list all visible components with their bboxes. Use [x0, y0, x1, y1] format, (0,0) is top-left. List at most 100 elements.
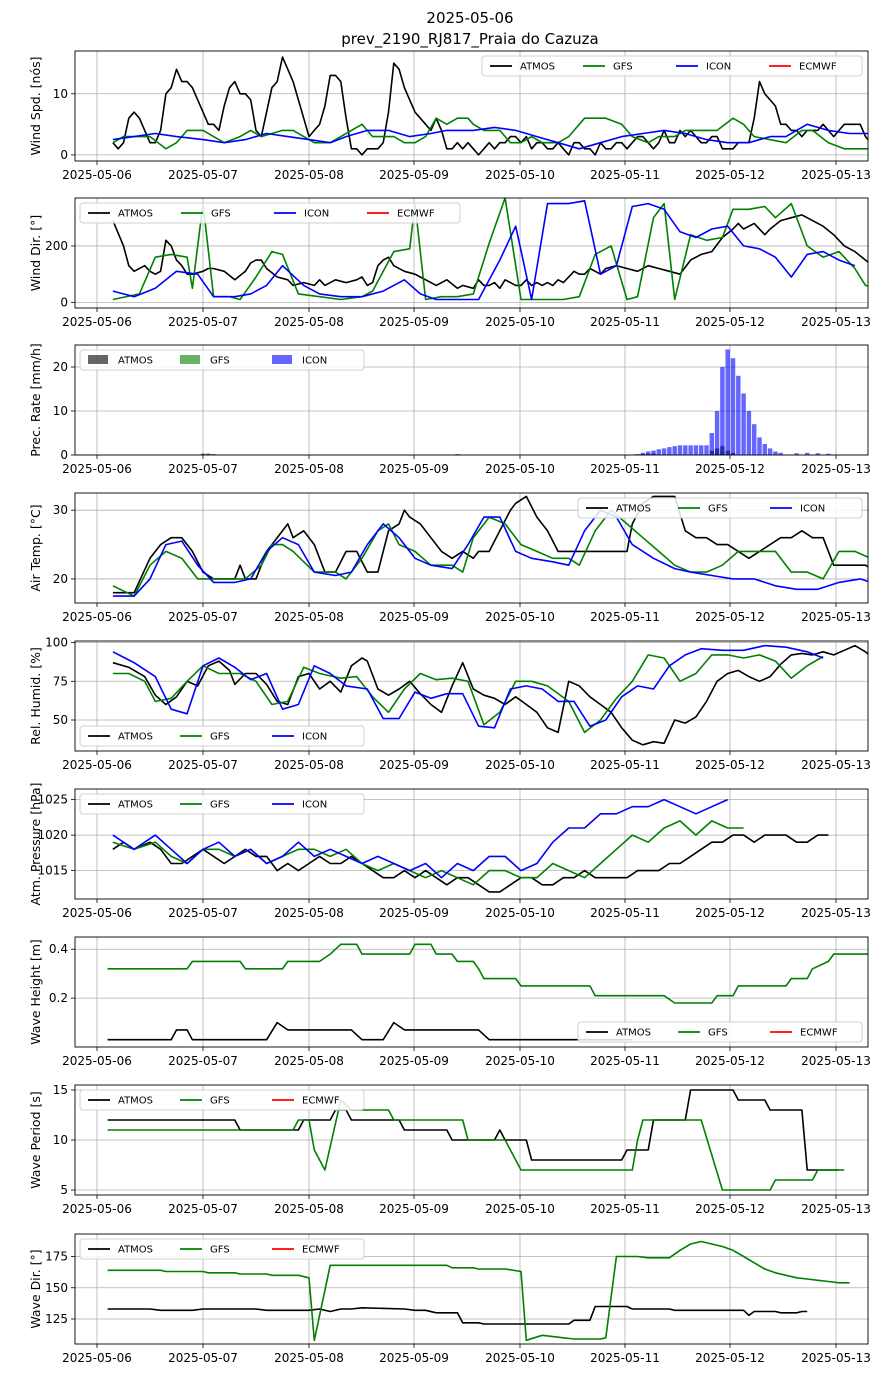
legend: ATMOS GFS ICON ECMWF [79, 202, 461, 224]
legend-label-icon: ICON [302, 732, 327, 743]
y-tick-label: 0.4 [49, 942, 68, 956]
x-tick-label: 2025-05-08 [274, 168, 344, 182]
bar-icon [757, 437, 762, 455]
legend-label-ecmwf: ECMWF [397, 209, 435, 220]
legend-label-atmos: ATMOS [118, 1245, 153, 1256]
series-line-gfs [112, 820, 744, 886]
legend-frame [577, 1021, 863, 1043]
x-tick-label: 2025-05-11 [590, 315, 660, 329]
x-tick-label: 2025-05-10 [485, 1351, 555, 1365]
x-tick-label: 2025-05-11 [590, 610, 660, 624]
legend-label-ecmwf: ECMWF [302, 1096, 340, 1107]
y-tick-label: 0 [60, 148, 68, 162]
x-tick-label: 2025-05-09 [379, 1351, 449, 1365]
bar-icon [736, 375, 741, 455]
bar-icon [778, 452, 783, 455]
legend-label-atmos: ATMOS [118, 732, 153, 743]
bar-icon [826, 453, 831, 455]
x-tick-label: 2025-05-06 [62, 315, 132, 329]
x-tick-label: 2025-05-09 [379, 1202, 449, 1216]
legend-label-gfs: GFS [210, 800, 230, 811]
series-line-atmos [112, 495, 868, 594]
series-group [112, 644, 868, 746]
series-group [112, 798, 829, 893]
bar-icon [672, 446, 677, 455]
x-tick-label: 2025-05-07 [168, 168, 238, 182]
panel-7: 2025-05-06 2025-05-07 2025-05-08 2025-05-09… [28, 1083, 871, 1216]
panel-8: 2025-05-06 2025-05-07 2025-05-08 2025-05-09… [28, 1233, 871, 1365]
x-tick-label: 2025-05-07 [168, 462, 238, 476]
x-tick-label: 2025-05-08 [274, 462, 344, 476]
series-line-icon [112, 798, 729, 879]
x-tick-label: 2025-05-09 [379, 462, 449, 476]
legend: ATMOS GFS ECMWF [577, 1021, 863, 1043]
x-tick-label: 2025-05-10 [485, 906, 555, 920]
x-tick-label: 2025-05-07 [168, 315, 238, 329]
series-line-gfs [107, 1099, 845, 1191]
legend: ATMOS GFS ICON [79, 725, 365, 747]
series-group [112, 198, 868, 301]
legend-label-gfs: GFS [708, 1028, 728, 1039]
legend-label-atmos: ATMOS [616, 1028, 651, 1039]
legend-label-icon: ICON [302, 356, 327, 367]
plot-frame [74, 344, 869, 456]
x-tick-label: 2025-05-12 [695, 610, 765, 624]
x-tick-label: 2025-05-07 [168, 758, 238, 772]
legend-label-gfs: GFS [613, 62, 633, 73]
bar-icon [677, 445, 683, 455]
series-line-atmos [112, 644, 868, 746]
series-line-gfs [112, 509, 868, 597]
x-tick-label: 2025-05-06 [62, 1054, 132, 1068]
y-tick-label: 1020 [37, 828, 68, 842]
panel-2: 2025-05-06 2025-05-07 2025-05-08 2025-05-09… [28, 343, 871, 476]
series-line-icon [112, 509, 868, 597]
x-tick-label: 2025-05-13 [801, 168, 871, 182]
panel-5: 2025-05-06 2025-05-07 2025-05-08 2025-05-09… [28, 782, 871, 920]
x-tick-label: 2025-05-11 [590, 1202, 660, 1216]
x-tick-label: 2025-05-12 [695, 1351, 765, 1365]
figure-title-station: prev_2190_RJ817_Praia do Cazuza [341, 30, 598, 49]
y-tick-label: 1025 [37, 793, 68, 807]
panel-6: 2025-05-06 2025-05-07 2025-05-08 2025-05-09… [28, 936, 871, 1068]
y-tick-label: 30 [53, 503, 68, 517]
y-tick-label: 200 [45, 239, 68, 253]
x-tick-label: 2025-05-09 [379, 1054, 449, 1068]
series-line-atmos [112, 214, 868, 290]
bar-icon [656, 449, 662, 455]
y-tick-label: 1015 [37, 864, 68, 878]
bar-icon [640, 452, 646, 455]
x-tick-label: 2025-05-08 [274, 758, 344, 772]
x-tick-label: 2025-05-10 [485, 462, 555, 476]
legend-frame [79, 202, 461, 224]
bar-icon [773, 451, 778, 455]
x-tick-label: 2025-05-13 [801, 1351, 871, 1365]
legend-frame [79, 793, 365, 815]
legend-label-atmos: ATMOS [118, 209, 153, 220]
y-tick-label: 15 [53, 1083, 68, 1097]
legend: ATMOS GFS ICON ECMWF [481, 55, 863, 77]
series-line-icon [112, 123, 868, 150]
x-tick-label: 2025-05-13 [801, 462, 871, 476]
x-tick-label: 2025-05-06 [62, 906, 132, 920]
plot-frame [74, 492, 869, 604]
x-tick-label: 2025-05-11 [590, 168, 660, 182]
bar-icon [751, 424, 757, 455]
panel-3: 2025-05-06 2025-05-07 2025-05-08 2025-05-09… [28, 492, 871, 624]
x-tick-label: 2025-05-10 [485, 1202, 555, 1216]
y-tick-label: 50 [53, 713, 68, 727]
plot-frame [74, 640, 869, 752]
bar-icon [804, 452, 810, 455]
legend-label-atmos: ATMOS [118, 356, 153, 367]
bar-icon [688, 445, 693, 455]
y-tick-label: 0 [60, 295, 68, 309]
x-tick-label: 2025-05-06 [62, 758, 132, 772]
x-tick-label: 2025-05-13 [801, 610, 871, 624]
series-line-atmos [107, 1305, 808, 1325]
bar-icon [741, 393, 746, 455]
bar-icon [693, 445, 699, 455]
bar-icon [746, 411, 752, 455]
x-tick-label: 2025-05-08 [274, 610, 344, 624]
bar-atmos [200, 453, 206, 455]
y-axis-label: Wind Spd. [nós] [28, 57, 43, 156]
